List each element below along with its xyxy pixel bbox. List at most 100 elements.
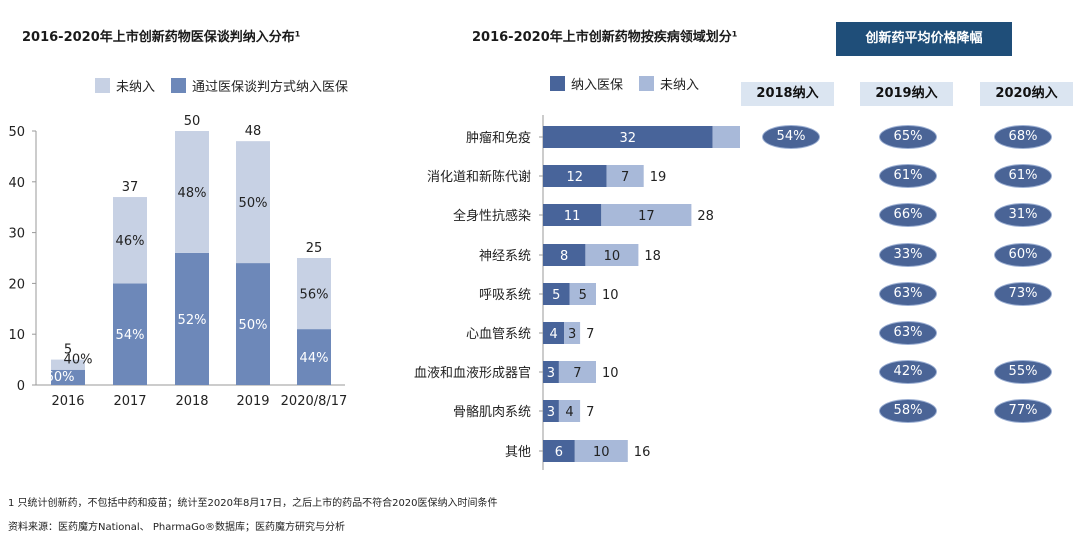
price-drop-ellipse: 63% [879,321,937,345]
price-drop-ellipse: 61% [994,164,1052,188]
right-category-label: 心血管系统 [466,327,531,342]
legend-swatch-included [171,78,187,93]
right-bar-included [543,400,559,422]
right-bar-not-included [574,440,628,462]
right-bar-included [543,361,559,383]
right-total-label: 10 [602,288,619,303]
left-total-label: 48 [245,124,262,139]
right-total-label: 18 [644,249,661,264]
left-stacked-bar-chart: 0 10 20 30 40 50 2016 5 60% 40% 2017 37 54% 46% 2018 50… [8,114,348,409]
right-value-not-included: 4 [565,405,573,420]
left-bar-included [236,263,270,385]
right-value-not-included: 7 [573,366,581,381]
left-pct-not-included: 40% [64,353,93,368]
left-total-label: 37 [122,180,139,195]
right-value-included: 5 [552,288,560,303]
right-value-not-included: 10 [604,249,621,264]
left-bar-not-included [113,197,147,284]
left-bar-not-included [236,141,270,264]
right-bar-included [543,244,586,266]
right-bar-not-included [606,165,644,187]
year-header-2018: 2018纳入 [741,82,834,106]
price-drop-ellipse: 66% [879,203,937,227]
left-pct-not-included: 50% [239,196,268,211]
left-pct-included: 50% [239,318,268,333]
right-chart-title: 2016-2020年上市创新药物按疾病领域划分¹ [472,30,738,45]
price-drop-ellipse: 63% [879,282,937,306]
left-pct-not-included: 46% [116,234,145,249]
footnote: 1 只统计创新药，不包括中药和疫苗；统计至2020年8月17日，之后上市的药品不… [8,498,498,509]
left-pct-included: 60% [46,370,75,385]
legend-label-not-included-right: 未纳入 [660,78,700,93]
right-value-included: 3 [547,405,555,420]
left-y-tick-label: 20 [8,277,25,292]
left-pct-included: 54% [116,328,145,343]
legend-label-included-right: 纳入医保 [571,78,624,93]
price-drop-ellipse: 58% [879,399,937,423]
right-bar-not-included [712,126,740,148]
left-bar-included [113,283,147,385]
left-category-label: 2016 [51,394,84,409]
left-legend: 未纳入 通过医保谈判方式纳入医保 [95,76,348,95]
right-value-not-included: 3 [568,327,576,342]
right-bar-included [543,322,565,344]
price-drop-ellipse: 68% [994,125,1052,149]
left-category-label: 2020/8/17 [281,394,348,409]
left-y-tick-label: 40 [8,176,25,191]
right-bar-included [543,126,713,148]
left-bar-not-included [51,359,85,370]
right-bar-not-included [564,322,581,344]
price-drop-ellipse: 61% [879,164,937,188]
left-y-tick-label: 10 [8,328,25,343]
right-value-not-included: 7 [621,170,629,185]
price-drop-ellipse: 33% [879,243,937,267]
price-drop-ellipse: 73% [994,282,1052,306]
year-header-2019: 2019纳入 [860,82,953,106]
legend-swatch-not-included [95,78,110,93]
right-category-label: 神经系统 [479,249,531,264]
left-category-label: 2018 [175,394,208,409]
right-value-included: 6 [555,445,563,460]
right-bar-not-included [569,283,596,305]
left-bar-not-included [175,131,209,253]
right-value-included: 11 [564,209,581,224]
right-category-label: 血液和血液形成器官 [414,365,531,381]
right-value-not-included: 10 [593,445,610,460]
price-drop-ellipse: 55% [994,360,1052,384]
right-total-label: 28 [697,209,714,224]
right-bar-not-included [558,400,581,422]
left-total-label: 5 [64,343,72,358]
right-total-label: 7 [586,327,594,342]
right-value-not-included: 17 [638,209,655,224]
left-bar-included [175,252,209,385]
price-drop-ellipse: 65% [879,125,937,149]
right-total-label: 19 [650,170,667,185]
right-total-label: 10 [602,366,619,381]
left-total-label: 25 [306,241,323,256]
left-total-label: 50 [184,114,201,129]
legend-label-not-included: 未纳入 [116,80,156,95]
right-total-label: 7 [586,405,594,420]
right-bar-included [543,440,575,462]
right-value-included: 3 [547,366,555,381]
right-category-label: 肿瘤和免疫 [466,130,531,146]
price-drop-ellipse: 54% [762,125,820,149]
right-bar-included [543,165,607,187]
left-pct-not-included: 48% [178,186,207,201]
right-horizontal-bar-chart: 肿瘤和免疫321850消化道和新陈代谢12719全身性抗感染111728神经系统… [414,115,740,470]
left-chart-title: 2016-2020年上市创新药物医保谈判纳入分布¹ [22,30,301,45]
right-bar-included [543,283,570,305]
left-pct-included: 52% [178,313,207,328]
left-bar-included [51,369,85,385]
left-category-label: 2019 [236,394,269,409]
legend-swatch-not-included-right [639,76,655,91]
right-category-label: 其他 [505,445,531,460]
price-drop-ellipse: 42% [879,360,937,384]
right-category-label: 消化道和新陈代谢 [427,169,531,185]
right-category-label: 全身性抗感染 [453,208,531,224]
right-value-included: 32 [620,131,637,146]
left-pct-included: 44% [300,351,329,366]
left-bar-included [297,329,331,385]
left-y-tick-label: 30 [8,227,25,242]
right-category-label: 骨骼肌肉系统 [453,404,531,420]
